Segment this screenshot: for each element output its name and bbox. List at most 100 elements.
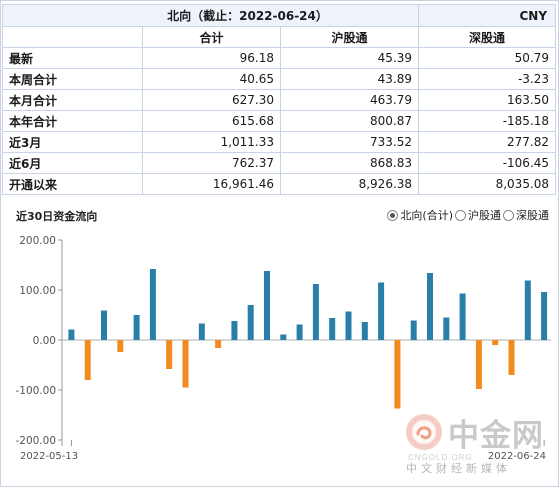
bar[interactable] bbox=[280, 334, 287, 341]
bar[interactable] bbox=[117, 340, 124, 352]
row-label: 开通以来 bbox=[2, 173, 143, 195]
bar[interactable] bbox=[394, 340, 401, 409]
bar[interactable] bbox=[101, 310, 107, 341]
bar[interactable] bbox=[149, 269, 156, 340]
table-row: 本周合计 40.65 43.89 -3.23 bbox=[2, 68, 557, 90]
cell-shanghai: 868.83 bbox=[279, 152, 420, 174]
fund-flow-bar-chart: 200.00 100.00 0.00 -100.00 -200.00 2022-05-1… bbox=[15, 235, 551, 462]
bar[interactable] bbox=[541, 292, 548, 340]
row-label: 近3月 bbox=[2, 131, 143, 153]
table-title: 北向（截止：2022-06-24） bbox=[1, 4, 420, 27]
cell-shanghai: 463.79 bbox=[279, 89, 420, 111]
bar[interactable] bbox=[182, 340, 189, 388]
bar[interactable] bbox=[378, 282, 385, 341]
cell-total: 762.37 bbox=[142, 152, 281, 174]
bar[interactable] bbox=[427, 273, 433, 340]
row-label: 近6月 bbox=[2, 152, 143, 174]
y-tick-label: 100.00 bbox=[19, 285, 56, 297]
row-label: 本月合计 bbox=[2, 89, 143, 111]
watermark: 中金网 CNGOLD.ORG 中文财经新媒体 bbox=[404, 408, 554, 478]
cell-total: 1,011.33 bbox=[142, 131, 281, 153]
cell-shenzhen: -3.23 bbox=[418, 68, 557, 90]
watermark-brand: 中金网 bbox=[448, 418, 544, 454]
watermark-slogan: 中文财经新媒体 bbox=[406, 462, 511, 475]
cell-shenzhen: 163.50 bbox=[418, 89, 557, 111]
bar[interactable] bbox=[68, 329, 75, 341]
cell-total: 40.65 bbox=[142, 68, 281, 90]
x-label-last-date: 2022-06-24 bbox=[488, 451, 546, 462]
bar[interactable] bbox=[84, 340, 91, 380]
bar[interactable] bbox=[133, 315, 140, 340]
col-header-shenzhen: 深股通 bbox=[418, 26, 557, 48]
cell-total: 627.30 bbox=[142, 89, 281, 111]
table-row: 近6月 762.37 868.83 -106.45 bbox=[2, 152, 557, 174]
northbound-flow-table: 北向（截止：2022-06-24） CNY 合计 沪股通 深股通 最新 96.1… bbox=[1, 4, 557, 195]
y-axis-labels: 200.00 100.00 0.00 -100.00 -200.00 bbox=[15, 235, 62, 447]
chart-title: 近30日资金流向 bbox=[16, 210, 98, 223]
header-blank bbox=[2, 26, 143, 48]
cell-shenzhen: -185.18 bbox=[418, 110, 557, 132]
table-title-row: 北向（截止：2022-06-24） CNY bbox=[1, 4, 557, 27]
cell-shenzhen: 8,035.08 bbox=[418, 173, 557, 195]
bar[interactable] bbox=[410, 320, 417, 341]
currency-label: CNY bbox=[418, 4, 557, 27]
y-tick-label: -200.00 bbox=[15, 435, 56, 447]
cell-shanghai: 733.52 bbox=[279, 131, 420, 153]
logo-icon bbox=[406, 414, 442, 450]
radio-icon[interactable] bbox=[503, 209, 514, 221]
table-row: 本年合计 615.68 800.87 -185.18 bbox=[2, 110, 557, 132]
bar[interactable] bbox=[492, 340, 499, 345]
bar[interactable] bbox=[247, 305, 254, 340]
y-tick-label: 0.00 bbox=[33, 335, 56, 347]
bars bbox=[68, 269, 548, 409]
cell-total: 96.18 bbox=[142, 47, 281, 69]
series-selector: 北向(合计) 沪股通 深股通 bbox=[387, 207, 549, 223]
cell-shanghai: 45.39 bbox=[279, 47, 420, 69]
radio-icon[interactable] bbox=[455, 209, 466, 221]
bar[interactable] bbox=[296, 324, 303, 341]
column-header-row: 合计 沪股通 深股通 bbox=[2, 26, 557, 48]
y-tick-label: -100.00 bbox=[15, 385, 56, 397]
cell-shanghai: 8,926.38 bbox=[279, 173, 420, 195]
x-label-first-date: 2022-05-13 bbox=[20, 451, 78, 462]
option-label: 沪股通 bbox=[468, 209, 501, 222]
bar[interactable] bbox=[361, 322, 368, 340]
row-label: 最新 bbox=[2, 47, 143, 69]
bar[interactable] bbox=[345, 311, 352, 341]
bar[interactable] bbox=[215, 340, 222, 348]
cell-shanghai: 43.89 bbox=[279, 68, 420, 90]
bar[interactable] bbox=[312, 284, 319, 340]
option-label: 深股通 bbox=[516, 209, 549, 222]
x-axis-ticks bbox=[70, 440, 545, 446]
bar[interactable] bbox=[166, 340, 173, 369]
option-shanghai-connect[interactable]: 沪股通 bbox=[455, 207, 501, 223]
cell-shenzhen: 50.79 bbox=[418, 47, 557, 69]
svg-text:CNGOLD.ORG: CNGOLD.ORG bbox=[408, 453, 473, 462]
table-row: 本月合计 627.30 463.79 163.50 bbox=[2, 89, 557, 111]
row-label: 本年合计 bbox=[2, 110, 143, 132]
table-row: 近3月 1,011.33 733.52 277.82 bbox=[2, 131, 557, 153]
bar[interactable] bbox=[524, 280, 531, 341]
radio-icon[interactable] bbox=[387, 209, 399, 221]
bar[interactable] bbox=[443, 317, 450, 341]
col-header-total: 合计 bbox=[142, 26, 281, 48]
cell-shenzhen: 277.82 bbox=[418, 131, 557, 153]
cell-total: 16,961.46 bbox=[142, 173, 281, 195]
table-row: 最新 96.18 45.39 50.79 bbox=[2, 47, 557, 69]
option-shenzhen-connect[interactable]: 深股通 bbox=[503, 207, 549, 223]
option-label: 北向(合计) bbox=[400, 209, 453, 222]
bar[interactable] bbox=[198, 323, 205, 341]
table-row: 开通以来 16,961.46 8,926.38 8,035.08 bbox=[2, 173, 557, 195]
bar[interactable] bbox=[475, 340, 482, 389]
y-tick-label: 200.00 bbox=[19, 235, 56, 247]
bar[interactable] bbox=[329, 318, 336, 340]
watermark-domain: CNGOLD.ORG bbox=[408, 453, 473, 462]
bar[interactable] bbox=[508, 340, 515, 375]
cell-shenzhen: -106.45 bbox=[418, 152, 557, 174]
cell-total: 615.68 bbox=[142, 110, 281, 132]
bar[interactable] bbox=[231, 321, 238, 340]
bar[interactable] bbox=[459, 293, 466, 341]
row-label: 本周合计 bbox=[2, 68, 143, 90]
bar[interactable] bbox=[264, 271, 270, 340]
option-northbound-total[interactable]: 北向(合计) bbox=[387, 207, 453, 223]
